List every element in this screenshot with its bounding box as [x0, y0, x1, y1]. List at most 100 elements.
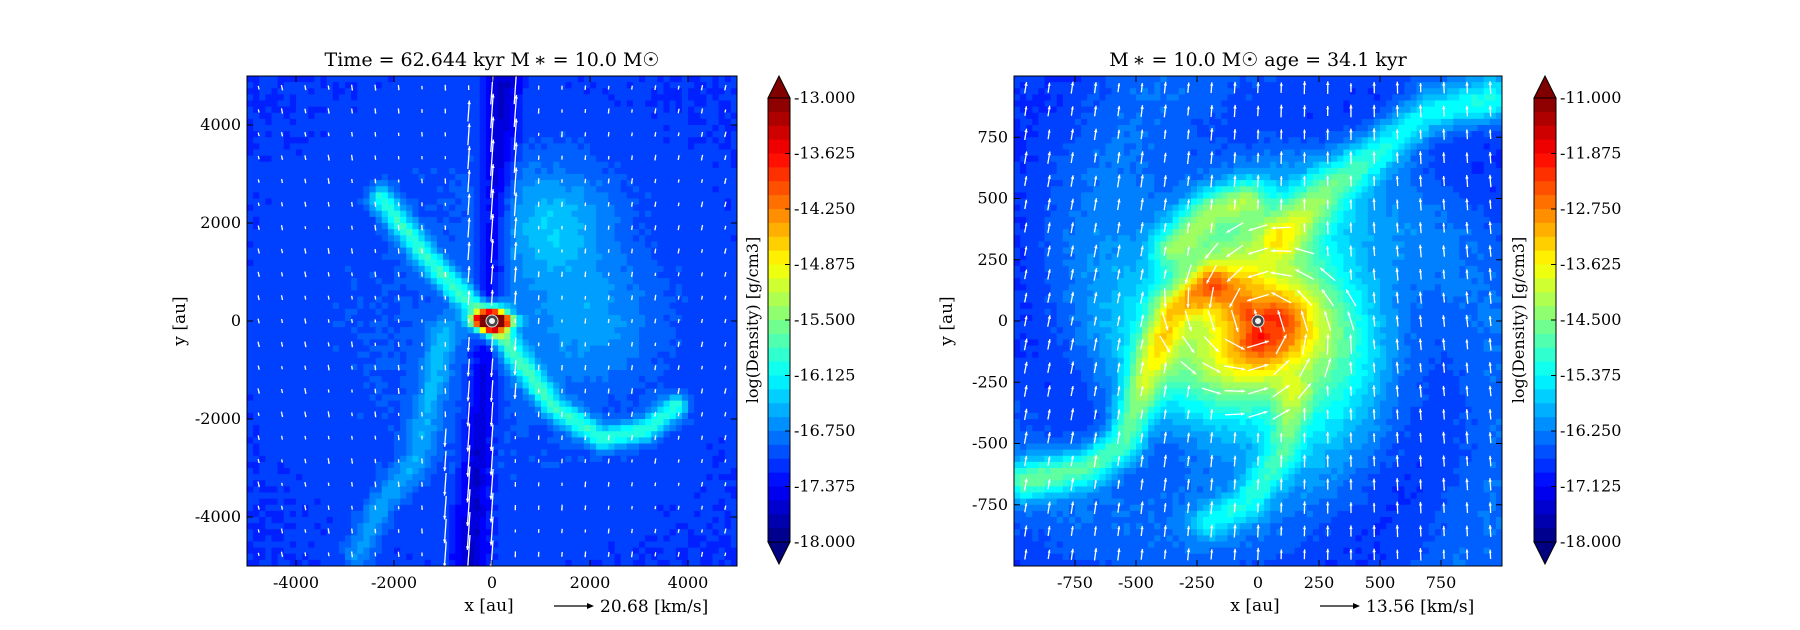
heatmap-cell — [565, 474, 573, 481]
heatmap-cell — [473, 492, 481, 500]
heatmap-cell — [473, 321, 481, 328]
heatmap-cell — [443, 388, 450, 396]
heatmap-cell — [381, 363, 389, 371]
heatmap-cell — [363, 94, 371, 102]
heatmap-cell — [596, 186, 603, 193]
heatmap-cell — [485, 553, 493, 561]
heatmap-cell — [412, 523, 420, 530]
heatmap-cell — [528, 363, 536, 371]
heatmap-cell — [345, 431, 352, 438]
heatmap-cell — [485, 517, 493, 524]
heatmap-cell — [547, 517, 554, 524]
heatmap-cell — [516, 186, 524, 193]
heatmap-cell — [583, 480, 591, 487]
heatmap-cell — [314, 223, 322, 230]
heatmap-cell — [259, 486, 266, 494]
heatmap-cell — [296, 106, 303, 114]
heatmap-cell — [443, 82, 450, 89]
heatmap-cell — [369, 431, 377, 438]
heatmap-cell — [308, 468, 315, 475]
heatmap-cell — [443, 284, 450, 291]
heatmap-cell — [394, 541, 401, 549]
heatmap-cell — [412, 216, 420, 224]
heatmap-cell — [492, 498, 499, 506]
heatmap-cell — [332, 167, 340, 175]
heatmap-cell — [565, 406, 573, 414]
heatmap-cell — [418, 284, 426, 291]
heatmap-cell — [510, 131, 518, 138]
heatmap-cell — [541, 339, 548, 347]
heatmap-cell — [510, 455, 518, 463]
heatmap-cell — [516, 541, 524, 549]
heatmap-cell — [596, 265, 603, 273]
heatmap-cell — [449, 204, 456, 212]
heatmap-cell — [577, 167, 585, 175]
heatmap-cell — [332, 388, 340, 396]
heatmap-cell — [345, 82, 352, 89]
heatmap-cell — [338, 382, 346, 389]
heatmap-cell — [596, 137, 603, 144]
heatmap-cell — [289, 523, 297, 530]
heatmap-cell — [265, 474, 273, 481]
heatmap-cell — [259, 547, 266, 555]
heatmap-cell — [577, 345, 585, 353]
heatmap-cell — [443, 272, 450, 279]
heatmap-cell — [553, 535, 560, 543]
heatmap-cell — [259, 419, 266, 426]
heatmap-cell — [357, 204, 364, 212]
heatmap-cell — [345, 553, 352, 561]
heatmap-cell — [449, 143, 456, 151]
heatmap-cell — [443, 174, 450, 181]
heatmap-cell — [608, 149, 616, 157]
heatmap-cell — [326, 314, 334, 322]
heatmap-cell — [357, 161, 364, 169]
heatmap-cell — [363, 112, 371, 120]
heatmap-cell — [590, 296, 597, 304]
heatmap-cell — [626, 192, 634, 200]
heatmap-cell — [345, 284, 352, 291]
heatmap-cell — [375, 394, 383, 402]
heatmap-cell — [247, 419, 254, 426]
heatmap-cell — [577, 155, 585, 163]
heatmap-cell — [577, 192, 585, 200]
heatmap-cell — [308, 155, 315, 163]
heatmap-cell — [504, 118, 511, 126]
heatmap-cell — [461, 272, 469, 279]
heatmap-cell — [253, 76, 260, 83]
heatmap-cell — [424, 504, 432, 512]
heatmap-cell — [467, 523, 475, 530]
heatmap-cell — [424, 94, 432, 102]
heatmap-cell — [473, 259, 481, 267]
heatmap-cell — [381, 192, 389, 200]
heatmap-cell — [547, 474, 554, 481]
heatmap-cell — [547, 112, 554, 120]
heatmap-cell — [265, 498, 273, 506]
heatmap-cell — [534, 559, 542, 566]
heatmap-cell — [345, 425, 352, 432]
heatmap-cell — [400, 235, 407, 242]
heatmap-cell — [253, 468, 260, 475]
heatmap-cell — [583, 376, 591, 383]
heatmap-cell — [614, 486, 622, 494]
heatmap-cell — [296, 412, 303, 420]
heatmap-cell — [626, 167, 634, 175]
heatmap-cell — [369, 400, 377, 408]
heatmap-cell — [614, 437, 622, 445]
heatmap-cell — [289, 143, 297, 151]
heatmap-cell — [308, 425, 315, 432]
heatmap-cell — [577, 216, 585, 224]
heatmap-cell — [553, 394, 560, 402]
heatmap-cell — [394, 204, 401, 212]
heatmap-cell — [283, 167, 291, 175]
heatmap-cell — [559, 192, 567, 200]
heatmap-cell — [265, 229, 273, 236]
heatmap-cell — [296, 498, 303, 506]
heatmap-cell — [620, 290, 628, 298]
heatmap-cell — [314, 382, 322, 389]
heatmap-cell — [357, 131, 364, 138]
heatmap-cell — [528, 210, 536, 218]
heatmap-cell — [351, 308, 358, 316]
heatmap-cell — [534, 431, 542, 438]
heatmap-cell — [320, 180, 328, 187]
heatmap-cell — [528, 535, 536, 543]
